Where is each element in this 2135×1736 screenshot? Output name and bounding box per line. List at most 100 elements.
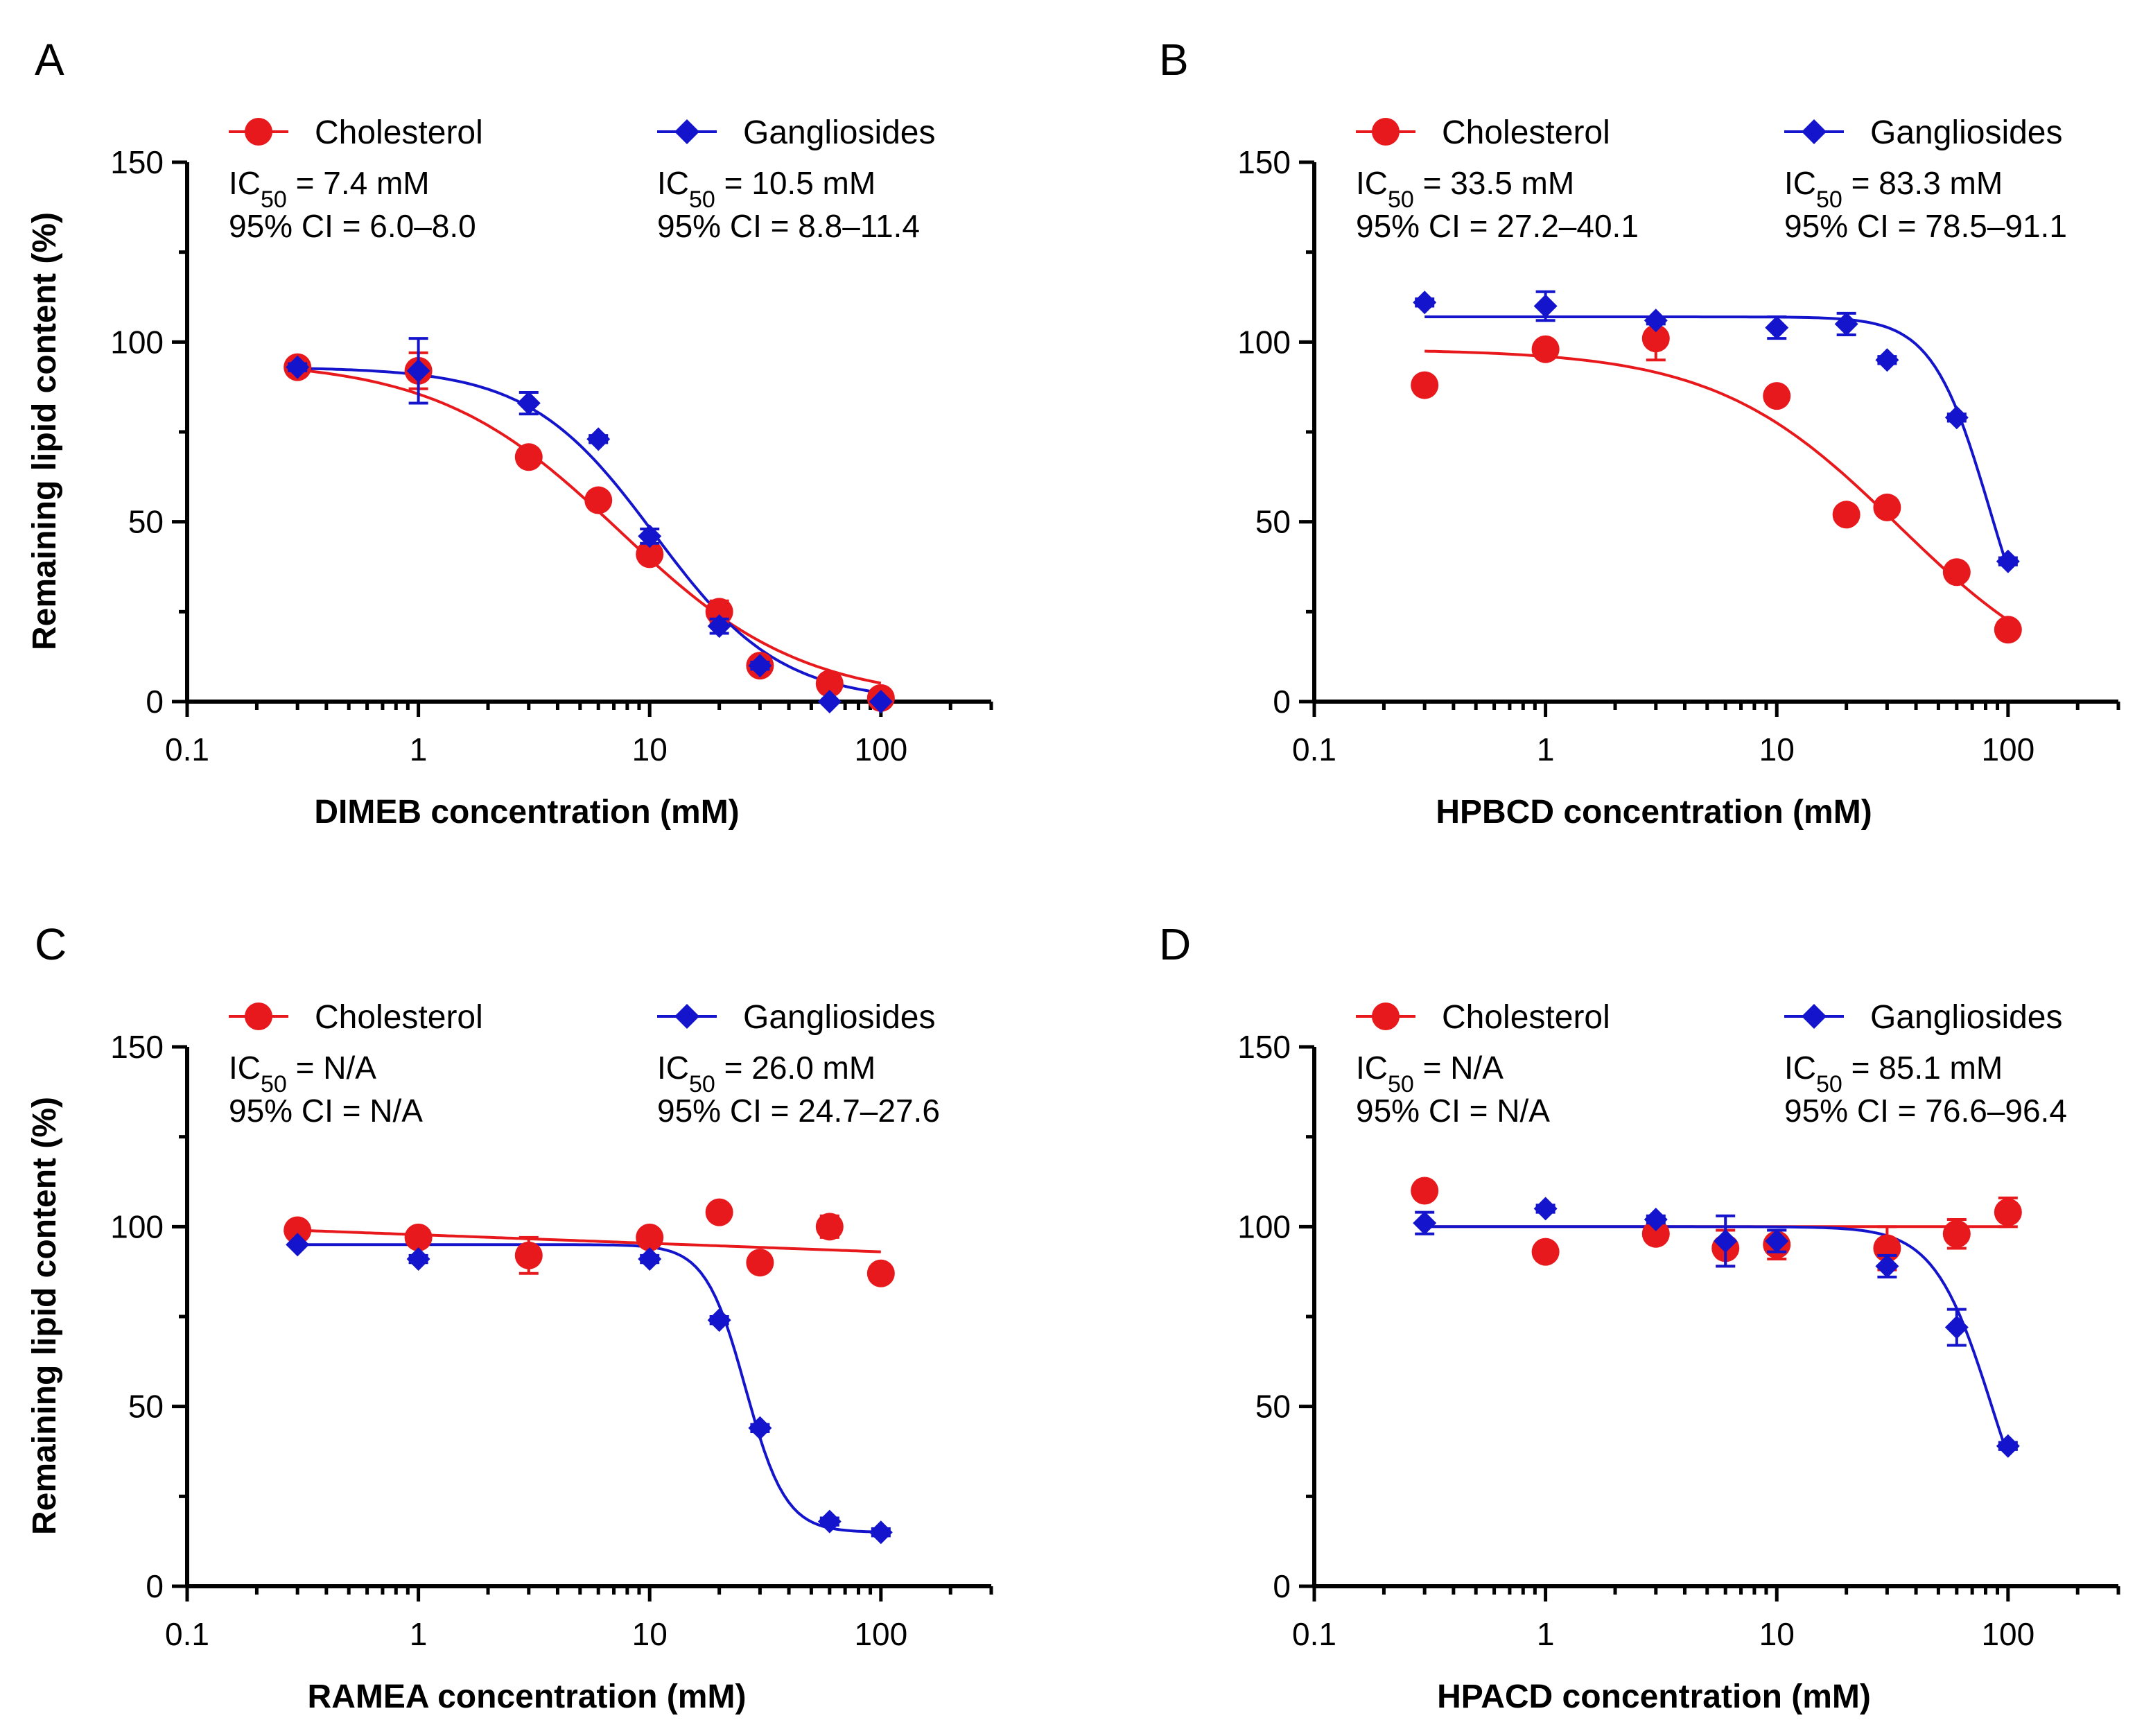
ic50-subscript: 50 <box>1816 1071 1842 1097</box>
data-point-cholesterol <box>1763 382 1791 410</box>
y-tick-label: 50 <box>128 504 164 540</box>
x-tick-label: 0.1 <box>1292 731 1336 767</box>
x-tick-label: 100 <box>1981 731 2034 767</box>
panel-b: B 0.1 1 10 100 0 50 100 150 HPBCD concentration (… <box>1159 35 2120 831</box>
ic50-value: = 85.1 mM <box>1842 1050 2003 1086</box>
ic50-text: IC50 = 83.3 mM <box>1784 165 2003 213</box>
y-tick-label: 0 <box>1273 684 1291 720</box>
y-tick-label: 150 <box>110 144 164 180</box>
y-tick-label: 150 <box>1237 144 1291 180</box>
ci-text: 95% CI = N/A <box>229 1093 423 1129</box>
data-point-gangliosides <box>638 524 662 548</box>
data-point-gangliosides <box>1944 406 1969 430</box>
data-point-cholesterol <box>514 443 543 471</box>
x-tick-label: 0.1 <box>165 731 209 767</box>
data-point-gangliosides <box>707 614 731 639</box>
data-point-gangliosides <box>1644 309 1668 333</box>
x-tick-label: 10 <box>632 731 668 767</box>
x-tick-label: 10 <box>632 1616 668 1652</box>
data-point-gangliosides <box>1533 1197 1558 1221</box>
data-point-cholesterol <box>1873 493 1901 521</box>
ci-text: 95% CI = 76.6–96.4 <box>1784 1093 2067 1129</box>
fit-curve-cholesterol <box>297 1229 881 1253</box>
fit-curve-gangliosides <box>297 1243 881 1534</box>
ic50-text: IC50 = 7.4 mM <box>229 165 430 213</box>
ic50-label: IC <box>1784 1050 1816 1086</box>
ic50-label: IC <box>1356 165 1388 201</box>
legend-marker <box>245 1002 272 1030</box>
data-point-cholesterol <box>636 540 664 568</box>
data-point-cholesterol <box>1994 1198 2022 1226</box>
data-point-gangliosides <box>638 1247 662 1271</box>
data-point-gangliosides <box>1413 290 1437 315</box>
ic50-subscript: 50 <box>689 186 715 213</box>
y-tick-label: 50 <box>1255 504 1291 540</box>
data-point-cholesterol <box>1942 558 1971 587</box>
ic50-subscript: 50 <box>1388 186 1414 213</box>
y-tick-label: 0 <box>146 684 164 720</box>
legend-label: Cholesterol <box>315 114 483 151</box>
ic50-label: IC <box>229 165 261 201</box>
x-axis-title: RAMEA concentration (mM) <box>308 1678 747 1715</box>
data-point-cholesterol <box>584 486 613 514</box>
data-point-gangliosides <box>748 1416 772 1440</box>
y-axis-title: Remaining lipid content (%) <box>26 1097 63 1535</box>
fit-curve-cholesterol <box>1424 349 2009 622</box>
data-point-gangliosides <box>1413 1211 1437 1235</box>
y-tick-label: 0 <box>1273 1568 1291 1604</box>
ic50-text: IC50 = 10.5 mM <box>657 165 875 213</box>
legend-label: Gangliosides <box>1870 999 2063 1036</box>
data-point-gangliosides <box>1875 1254 1899 1278</box>
ic50-value: = N/A <box>287 1050 376 1086</box>
data-point-gangliosides <box>869 1520 893 1545</box>
legend-label: Gangliosides <box>743 114 936 151</box>
ic50-label: IC <box>1784 165 1816 201</box>
x-tick-label: 0.1 <box>1292 1616 1336 1652</box>
data-point-gangliosides <box>1834 312 1858 336</box>
data-point-cholesterol <box>1641 1219 1670 1248</box>
y-tick-label: 0 <box>146 1568 164 1604</box>
ic50-subscript: 50 <box>261 186 287 213</box>
legend-marker <box>1802 1004 1827 1029</box>
data-point-cholesterol <box>636 1223 664 1251</box>
y-tick-label: 100 <box>110 1208 164 1244</box>
legend-marker <box>674 1004 699 1029</box>
ic50-value: = 26.0 mM <box>715 1050 875 1086</box>
x-axis-title: HPBCD concentration (mM) <box>1436 794 1872 831</box>
data-point-cholesterol <box>1641 324 1670 353</box>
ci-text: 95% CI = 27.2–40.1 <box>1356 208 1639 244</box>
y-tick-label: 100 <box>1237 1208 1291 1244</box>
ci-text: 95% CI = 24.7–27.6 <box>657 1093 940 1129</box>
ic50-subscript: 50 <box>261 1071 287 1097</box>
data-point-gangliosides <box>748 654 772 678</box>
x-tick-label: 1 <box>410 1616 428 1652</box>
data-point-gangliosides <box>869 690 893 713</box>
x-tick-label: 100 <box>854 1616 907 1652</box>
y-tick-label: 150 <box>1237 1029 1291 1065</box>
data-point-gangliosides <box>817 690 842 713</box>
data-point-gangliosides <box>1996 549 2020 573</box>
panel-letter: D <box>1159 919 1191 969</box>
ci-text: 95% CI = N/A <box>1356 1093 1550 1129</box>
x-tick-label: 1 <box>410 731 428 767</box>
data-point-cholesterol <box>284 1216 312 1244</box>
ic50-label: IC <box>1356 1050 1388 1086</box>
x-tick-label: 10 <box>1759 1616 1795 1652</box>
legend-label: Cholesterol <box>315 999 483 1036</box>
ci-text: 95% CI = 8.8–11.4 <box>657 208 920 244</box>
fit-curve-gangliosides <box>1424 1225 2010 1457</box>
panel-a: A 0.1 1 10 100 0 50 100 150 DIMEB concentration (… <box>26 35 993 831</box>
panel-letter: C <box>35 919 67 969</box>
ic50-value: = 10.5 mM <box>715 165 875 201</box>
x-tick-label: 1 <box>1537 731 1555 767</box>
legend-label: Cholesterol <box>1442 114 1610 151</box>
y-tick-label: 100 <box>110 324 164 360</box>
data-point-cholesterol <box>514 1241 543 1269</box>
x-tick-label: 100 <box>854 731 907 767</box>
ic50-text: IC50 = 85.1 mM <box>1784 1050 2003 1097</box>
ic50-subscript: 50 <box>1388 1071 1414 1097</box>
ic50-value: = N/A <box>1414 1050 1504 1086</box>
